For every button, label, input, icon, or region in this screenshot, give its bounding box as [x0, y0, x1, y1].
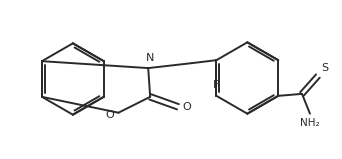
Text: O: O — [106, 110, 115, 120]
Text: F: F — [213, 80, 220, 90]
Text: N: N — [146, 53, 154, 63]
Text: S: S — [321, 63, 328, 73]
Text: NH₂: NH₂ — [300, 118, 320, 128]
Text: O: O — [182, 102, 190, 112]
